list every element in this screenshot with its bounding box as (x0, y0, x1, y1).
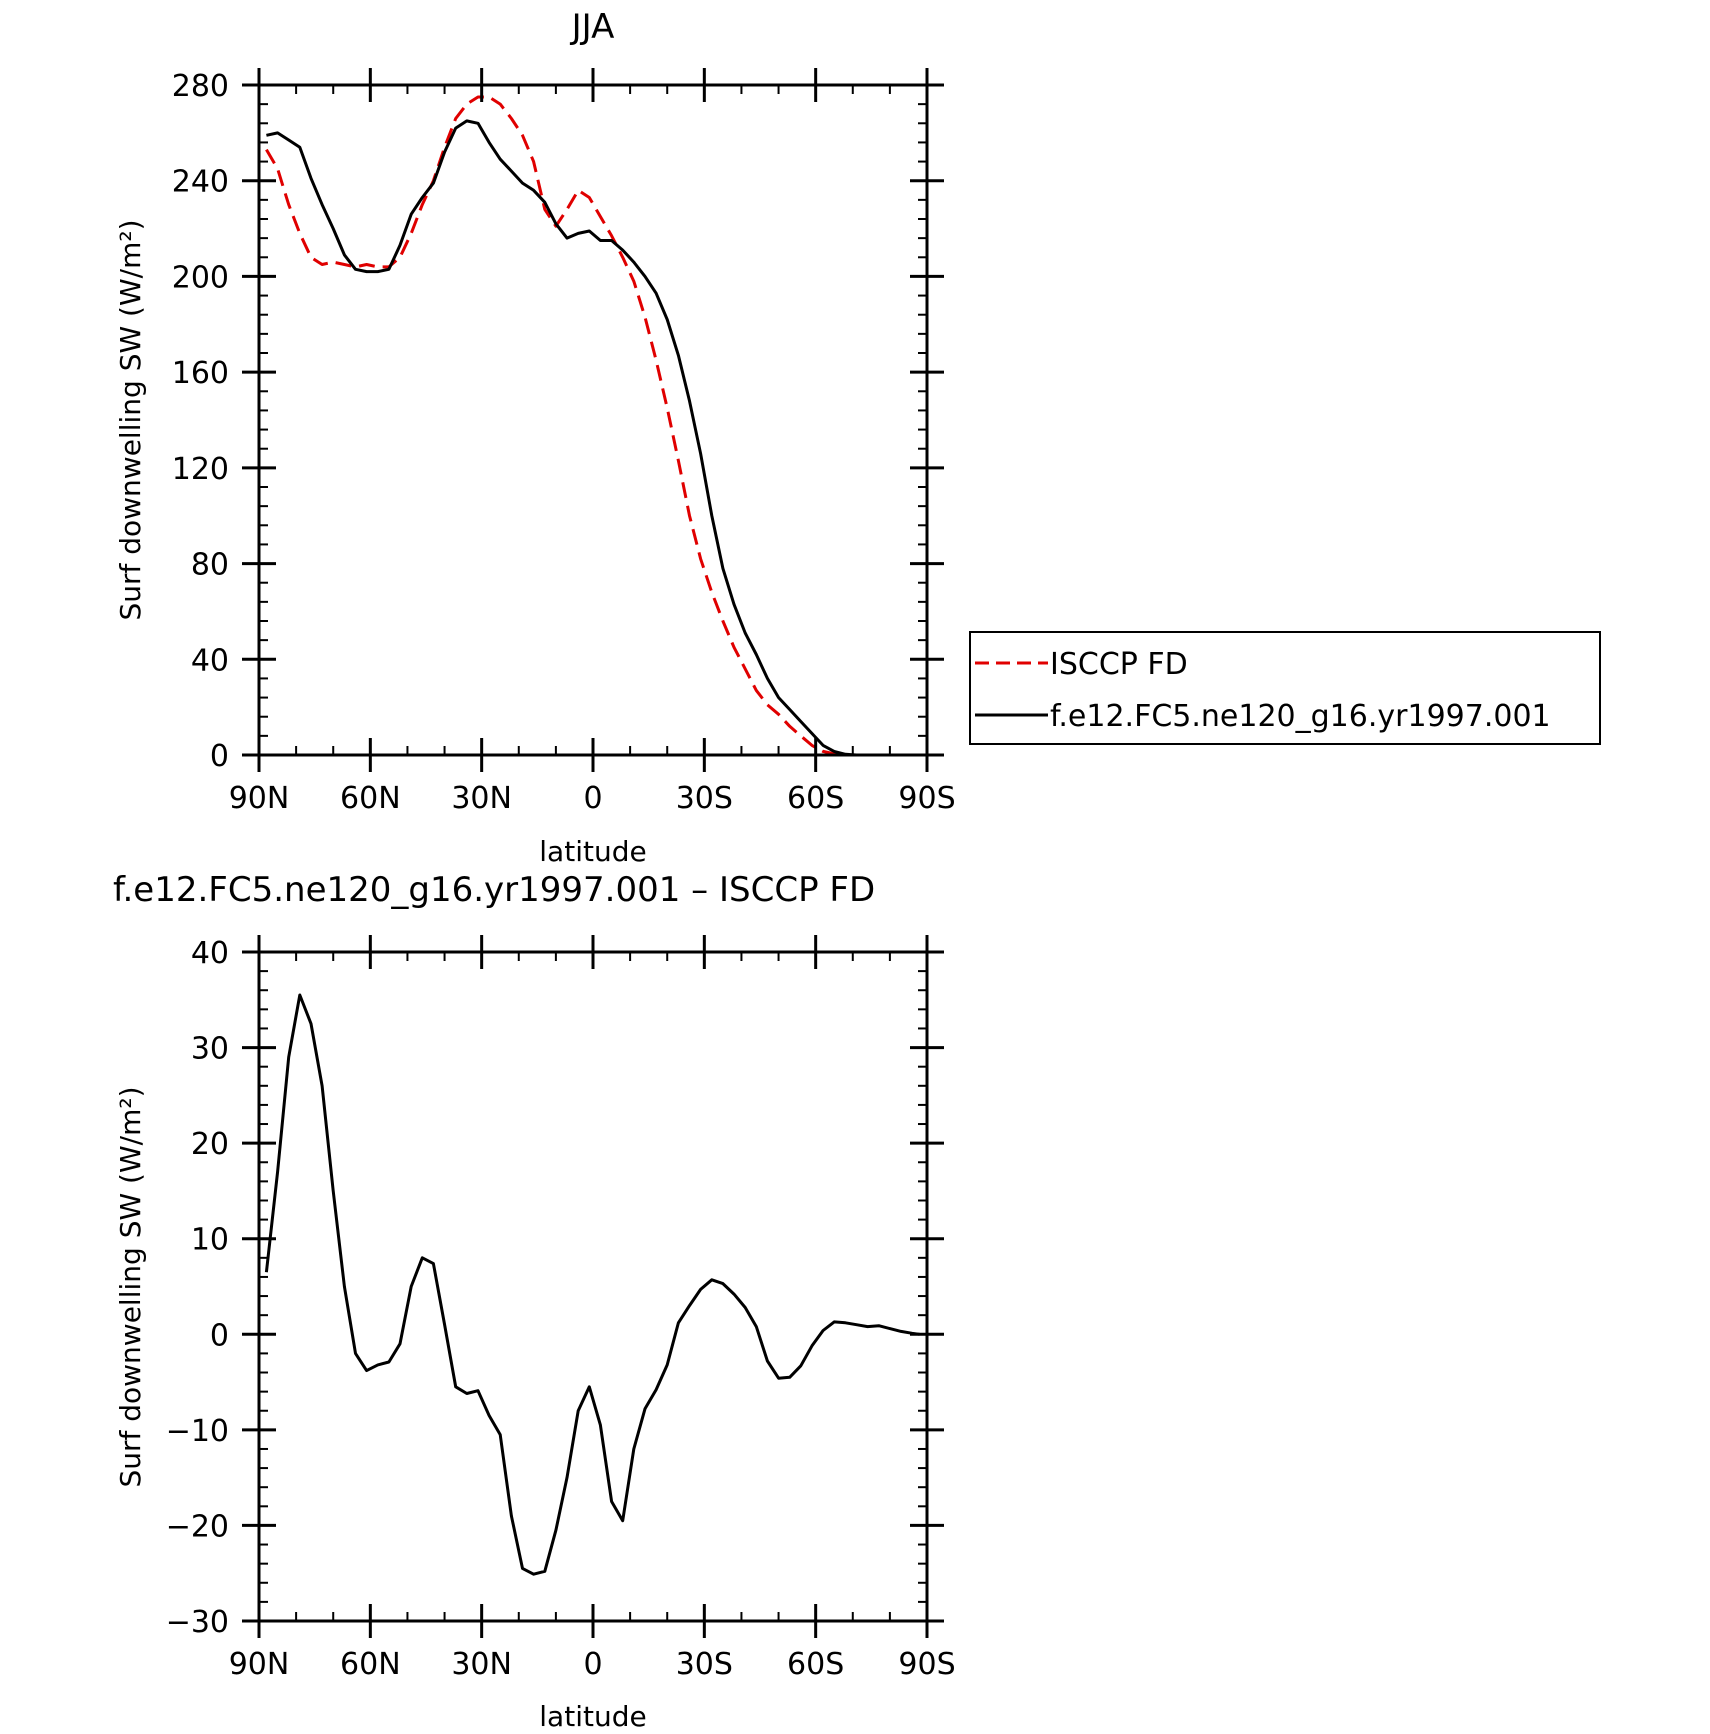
bottom-plot-frame (257, 950, 929, 1623)
x-tick-label: 30N (451, 1647, 512, 1682)
top-chart-title: JJA (570, 7, 615, 47)
x-tick-label: 90S (898, 781, 955, 816)
x-tick-label: 90S (898, 1647, 955, 1682)
legend-label-model: f.e12.FC5.ne120_g16.yr1997.001 (1050, 699, 1551, 734)
y-tick-label: 10 (191, 1223, 229, 1258)
legend: ISCCP FD f.e12.FC5.ne120_g16.yr1997.001 (969, 631, 1601, 745)
top-series-line-0 (265, 95, 920, 757)
bottom-x-tick-labels: 90N 60N 30N 0 30S 60S 90S (229, 1647, 956, 1682)
bottom-y-tick-labels: −30 −20 −10 0 10 20 30 40 (166, 936, 229, 1640)
y-tick-label: 40 (191, 936, 229, 971)
bottom-tick-marks (242, 935, 944, 1638)
y-tick-label: 240 (172, 165, 229, 200)
bottom-series-group (264, 993, 920, 1576)
x-tick-label: 90N (229, 1647, 290, 1682)
y-tick-label: 280 (172, 69, 229, 104)
bottom-x-axis-title: latitude (539, 1700, 646, 1733)
y-tick-label: 30 (191, 1032, 229, 1067)
y-tick-label: 0 (210, 1318, 229, 1353)
top-y-tick-labels: 0 40 80 120 160 200 240 280 (172, 69, 229, 774)
top-series-line-1 (266, 119, 920, 757)
x-tick-label: 90N (229, 781, 290, 816)
x-tick-label: 30S (676, 1647, 733, 1682)
bottom-panel: f.e12.FC5.ne120_g16.yr1997.001 – ISCCP F… (113, 870, 956, 1733)
y-tick-label: 160 (172, 356, 229, 391)
x-tick-label: 30S (676, 781, 733, 816)
legend-box (969, 631, 1601, 745)
bottom-y-axis-title: Surf downwelling SW (W/m²) (114, 1086, 147, 1487)
y-tick-label: −20 (166, 1509, 229, 1544)
y-tick-label: 120 (172, 452, 229, 487)
top-panel: JJA 90N 60N 30N 0 30S 60S 90S 0 40 80 120 160 200 24… (114, 7, 956, 868)
x-tick-label: 0 (583, 1647, 602, 1682)
top-x-tick-labels: 90N 60N 30N 0 30S 60S 90S (229, 781, 956, 816)
x-tick-label: 30N (451, 781, 512, 816)
y-tick-label: 40 (191, 643, 229, 678)
x-tick-label: 60S (787, 781, 844, 816)
y-tick-label: 20 (191, 1127, 229, 1162)
top-series-group (265, 95, 920, 757)
x-tick-label: 60S (787, 1647, 844, 1682)
bottom-chart-title: f.e12.FC5.ne120_g16.yr1997.001 – ISCCP F… (113, 870, 875, 910)
top-tick-marks (242, 68, 944, 772)
legend-label-isccp: ISCCP FD (1050, 647, 1188, 682)
y-tick-label: 0 (210, 739, 229, 774)
y-tick-label: −30 (166, 1605, 229, 1640)
top-plot-frame (257, 83, 929, 757)
bot-series-line-0 (264, 993, 920, 1576)
y-tick-label: 80 (191, 548, 229, 583)
y-tick-label: −10 (166, 1414, 229, 1449)
top-y-axis-title: Surf downwelling SW (W/m²) (114, 219, 147, 620)
top-x-axis-title: latitude (539, 835, 646, 868)
x-tick-label: 60N (340, 1647, 401, 1682)
y-tick-label: 200 (172, 260, 229, 295)
x-tick-label: 0 (583, 781, 602, 816)
x-tick-label: 60N (340, 781, 401, 816)
